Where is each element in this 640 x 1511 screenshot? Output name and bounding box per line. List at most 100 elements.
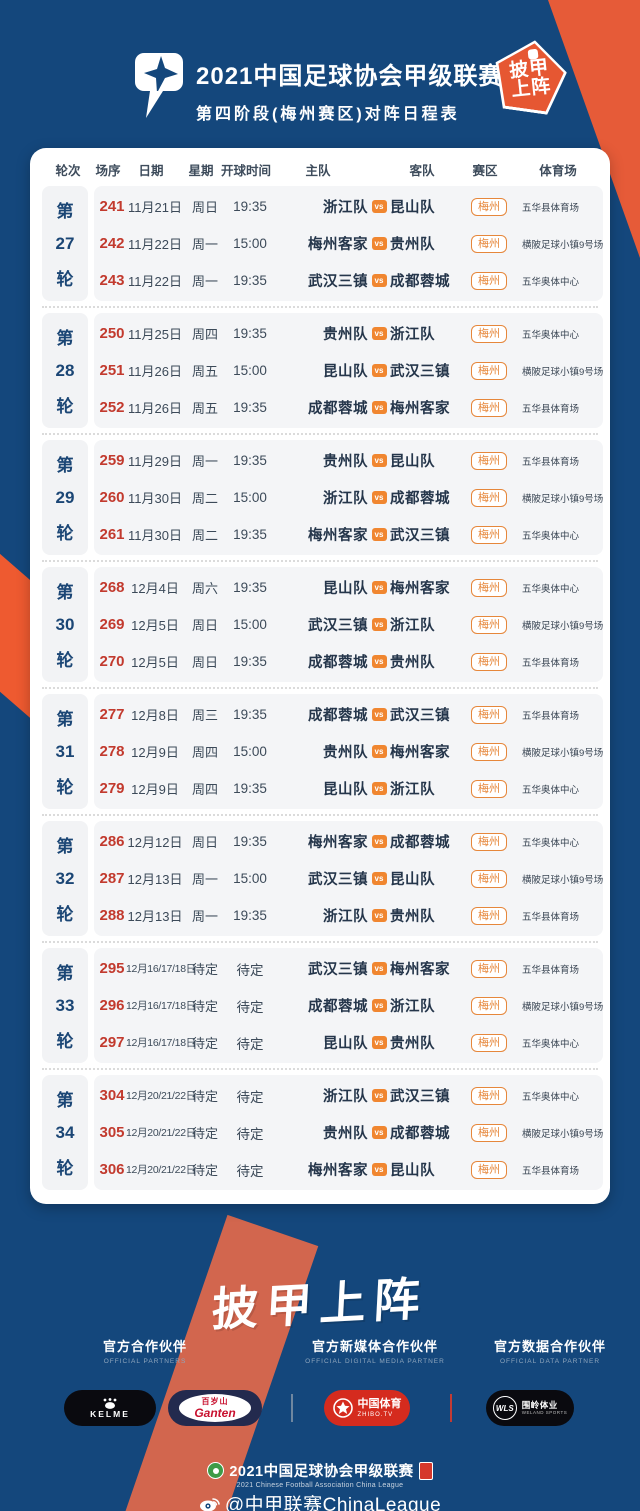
zone-badge: 梅州	[471, 1086, 507, 1106]
vs-cell: vs	[368, 401, 390, 414]
home-team: 贵州队	[323, 327, 368, 343]
vs-cell: vs	[368, 909, 390, 922]
zone-badge: 梅州	[471, 869, 507, 889]
kickoff-time: 19:35	[233, 273, 267, 288]
match-row: 259 11月29日 周一 19:35 贵州队 vs 昆山队 梅州 五华县体育场	[94, 442, 603, 479]
match-date: 11月26日	[128, 364, 182, 379]
home-team: 浙江队	[323, 909, 368, 925]
vs-badge: vs	[371, 581, 387, 594]
zone-cell: 梅州	[464, 869, 514, 889]
round-char: 33	[55, 995, 75, 1015]
round-char: 轮	[56, 269, 74, 289]
credits-subtitle: 2021 Chinese Football Association China …	[236, 1482, 404, 1489]
match-weekday: 周日	[191, 835, 218, 850]
partner-subtitle: OFFICIAL DATA PARTNER	[499, 1358, 601, 1365]
away-team: 武汉三镇	[390, 364, 450, 380]
match-date: 12月9日	[131, 782, 179, 797]
home-team: 浙江队	[323, 491, 368, 507]
vs-badge: vs	[371, 618, 387, 631]
round-char: 27	[55, 233, 75, 253]
match-weekday: 周五	[191, 364, 218, 379]
match-number: 295	[99, 960, 125, 977]
kickoff-time: 19:35	[233, 400, 267, 415]
away-team: 贵州队	[390, 909, 435, 925]
zone-cell: 梅州	[464, 959, 514, 979]
round-label: 第 27 轮	[42, 186, 88, 301]
match-weekday: 待定	[191, 1089, 218, 1104]
match-weekday: 周四	[191, 782, 218, 797]
kickoff-time: 19:35	[233, 453, 267, 468]
round-char: 轮	[56, 1031, 74, 1051]
col-header-date: 日期	[138, 163, 164, 178]
home-team: 昆山队	[323, 1036, 368, 1052]
match-row: 251 11月26日 周五 15:00 昆山队 vs 武汉三镇 梅州 横陂足球小镇9号场	[94, 352, 603, 389]
zone-cell: 梅州	[464, 234, 514, 254]
round-group: 第 34 轮 304 12月20/21/22日 待定 待定 浙江队 vs 武汉三镇 梅州 五华奥体中心…	[42, 1075, 604, 1190]
stadium-name: 五华奥体中心	[522, 784, 580, 796]
kelme-wordmark: KELME	[90, 1408, 130, 1419]
vs-badge: vs	[371, 999, 387, 1012]
match-number: 304	[99, 1087, 125, 1104]
round-group: 第 30 轮 268 12月4日 周六 19:35 昆山队 vs 梅州客家 梅州 五华奥体中心 269 1…	[42, 567, 604, 682]
stadium-name: 五华奥体中心	[522, 1038, 580, 1050]
zone-cell: 梅州	[464, 1160, 514, 1180]
vs-cell: vs	[368, 962, 390, 975]
match-weekday: 周日	[191, 200, 218, 215]
league-red-logo	[418, 1461, 433, 1480]
match-weekday: 周六	[191, 581, 218, 596]
match-date: 12月16/17/18日	[126, 1037, 196, 1049]
weibo-icon	[199, 1498, 220, 1511]
china-league-logo-icon	[135, 53, 183, 118]
logo-divider	[450, 1394, 452, 1422]
match-number: 306	[99, 1161, 125, 1178]
away-team: 昆山队	[390, 1163, 435, 1179]
away-team: 浙江队	[390, 999, 435, 1015]
zone-badge: 梅州	[471, 832, 507, 852]
zone-badge: 梅州	[471, 488, 507, 508]
stadium-name: 五华县体育场	[522, 710, 580, 722]
match-weekday: 周一	[191, 872, 218, 887]
match-date: 11月26日	[128, 401, 182, 416]
round-char: 第	[56, 202, 74, 222]
match-number: 268	[99, 579, 125, 596]
home-team: 成都蓉城	[308, 708, 368, 724]
round-char: 轮	[56, 523, 74, 543]
zone-badge: 梅州	[471, 271, 507, 291]
match-row: 250 11月25日 周四 19:35 贵州队 vs 浙江队 梅州 五华奥体中心	[94, 315, 603, 352]
match-block: 241 11月21日 周日 19:35 浙江队 vs 昆山队 梅州 五华县体育场 242 11月22…	[94, 186, 604, 301]
vs-cell: vs	[368, 327, 390, 340]
home-team: 武汉三镇	[308, 618, 368, 634]
match-number: 287	[99, 870, 125, 887]
stadium-name: 五华县体育场	[522, 202, 580, 214]
match-weekday: 周一	[191, 237, 218, 252]
match-weekday: 待定	[191, 999, 218, 1014]
vs-badge: vs	[371, 872, 387, 885]
stadium-name: 五华县体育场	[522, 1165, 580, 1177]
weibo-handle: @中甲联赛ChinaLeague	[224, 1495, 442, 1511]
vs-badge: vs	[371, 528, 387, 541]
group-separator	[42, 1068, 598, 1070]
stadium-name: 五华县体育场	[522, 456, 580, 468]
kickoff-time: 19:35	[233, 834, 267, 849]
vs-cell: vs	[368, 655, 390, 668]
vs-badge: vs	[371, 454, 387, 467]
vs-badge: vs	[371, 200, 387, 213]
stadium-name: 五华奥体中心	[522, 530, 580, 542]
round-char: 轮	[56, 650, 74, 670]
match-weekday: 周日	[191, 655, 218, 670]
vs-cell: vs	[368, 708, 390, 721]
match-date: 12月12日	[127, 835, 183, 850]
match-row: 295 12月16/17/18日 待定 待定 武汉三镇 vs 梅州客家 梅州 五华县体育场	[94, 950, 603, 987]
zone-badge: 梅州	[471, 906, 507, 926]
zone-badge: 梅州	[471, 996, 507, 1016]
kelme-logo: KELME	[64, 1390, 156, 1426]
match-block: 268 12月4日 周六 19:35 昆山队 vs 梅州客家 梅州 五华奥体中心 269 12月5日…	[94, 567, 604, 682]
round-char: 30	[55, 614, 75, 634]
round-group: 第 29 轮 259 11月29日 周一 19:35 贵州队 vs 昆山队 梅州 五华县体育场 260 1…	[42, 440, 604, 555]
home-team: 昆山队	[323, 364, 368, 380]
schedule-card: 轮次 场序 日期 星期 开球时间 主队 客队 赛区 体育场 第 27 轮 241 11月…	[30, 148, 610, 1204]
round-char: 34	[55, 1122, 75, 1142]
zone-badge: 梅州	[471, 615, 507, 635]
partner-section-media: 官方新媒体合作伙伴 OFFICIAL DIGITAL MEDIA PARTNER	[290, 1336, 460, 1365]
vs-cell: vs	[368, 1089, 390, 1102]
